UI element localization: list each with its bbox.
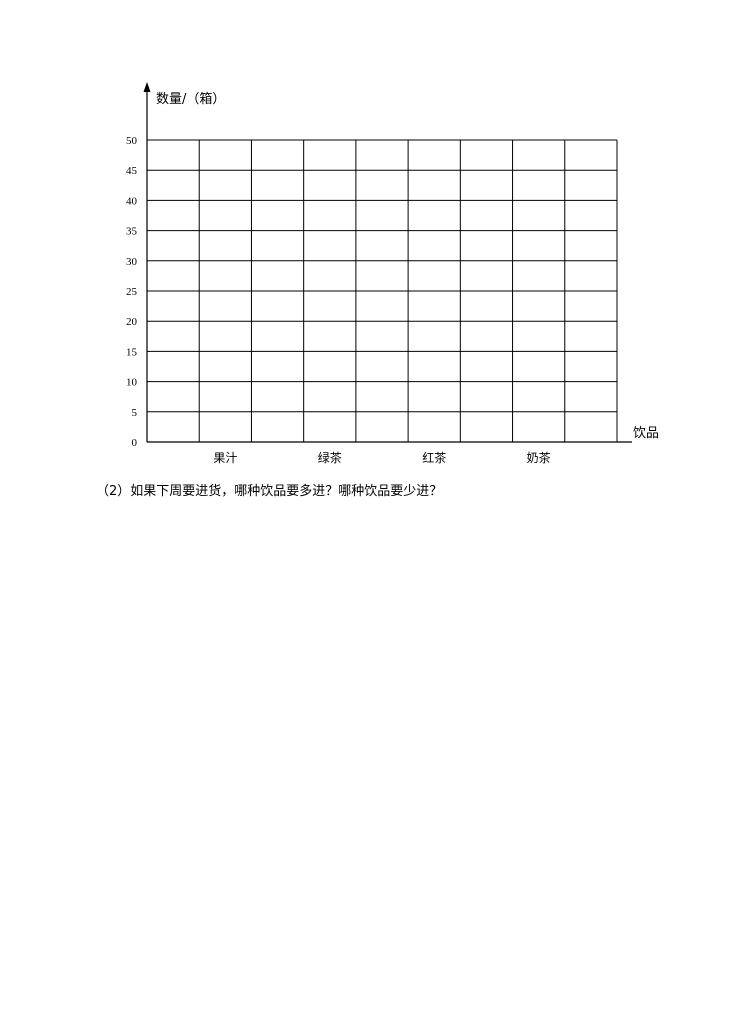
x-category-label: 红茶 — [422, 450, 446, 465]
y-tick-label: 25 — [126, 286, 138, 298]
y-tick-label: 10 — [126, 377, 138, 389]
x-category-label: 绿茶 — [318, 450, 342, 465]
y-tick-label: 45 — [126, 165, 138, 177]
y-tick-label: 20 — [126, 316, 138, 328]
question-text: （2）如果下周要进货，哪种饮品要多进？哪种饮品要少进？ — [96, 484, 443, 499]
x-axis-label: 饮品 — [633, 426, 659, 441]
y-axis-label: 数量/（箱） — [156, 91, 225, 107]
y-tick-label: 0 — [132, 437, 138, 449]
x-category-label: 奶茶 — [527, 450, 551, 465]
y-tick-label: 35 — [126, 226, 138, 238]
y-tick-label: 15 — [126, 346, 138, 358]
y-tick-label: 5 — [132, 407, 138, 419]
x-category-label: 果汁 — [213, 451, 237, 465]
y-axis-arrow-icon — [143, 82, 151, 92]
y-tick-label: 50 — [126, 135, 138, 147]
y-tick-label: 40 — [126, 195, 138, 207]
y-tick-label: 30 — [126, 256, 138, 268]
